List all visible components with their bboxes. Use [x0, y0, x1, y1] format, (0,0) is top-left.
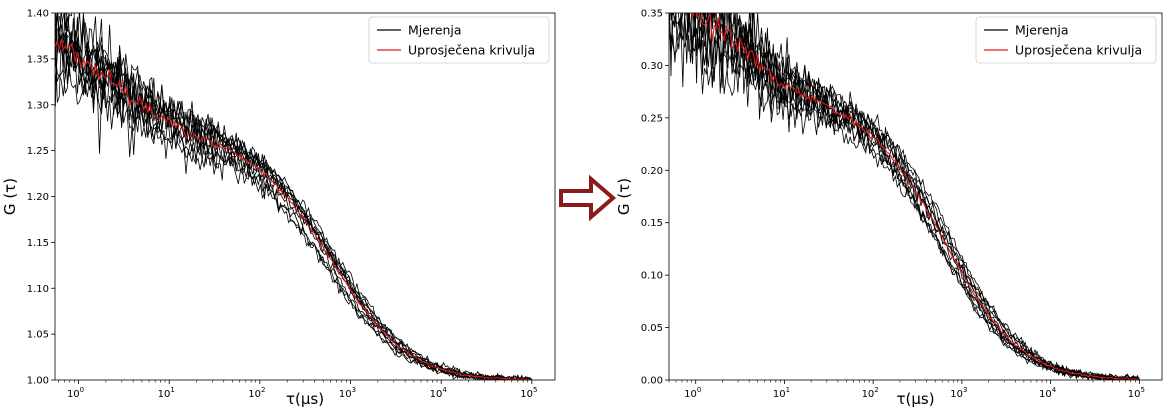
y-tick-label: 0.25 [641, 113, 663, 124]
x-tick-label: 102 [862, 386, 879, 400]
x-tick-label: 101 [158, 386, 175, 400]
y-axis-label: G (τ) [1, 178, 19, 215]
y-tick-label: 1.20 [27, 192, 49, 203]
average-curve [55, 39, 533, 380]
measurement-curve [55, 38, 532, 380]
legend-label: Mjerenja [408, 23, 462, 38]
legend: Mjerenja Uprosječena krivulja [975, 16, 1157, 64]
x-tick-label: 103 [339, 386, 356, 400]
average-curve [691, 13, 1140, 380]
x-tick-label: 103 [950, 386, 967, 400]
measurement-curve [55, 17, 532, 380]
y-tick-label: 0.15 [641, 218, 663, 229]
y-tick-label: 0.00 [641, 376, 663, 387]
legend-box [368, 16, 550, 64]
measurement-curve [670, 13, 1140, 380]
x-tick-label: 100 [67, 386, 84, 400]
measurement-curve [699, 13, 1140, 380]
y-tick-label: 1.05 [27, 330, 49, 341]
y-tick-label: 0.10 [641, 271, 663, 282]
x-tick-label: 102 [248, 386, 265, 400]
legend-label: Uprosječena krivulja [1015, 43, 1142, 58]
y-tick-label: 1.10 [27, 284, 49, 295]
y-tick-label: 1.35 [27, 54, 49, 65]
legend: Mjerenja Uprosječena krivulja [368, 16, 550, 64]
chart-panel-2: 0.00 0.05 0.10 0.15 0.20 0.25 0.30 0.35 100 101 10… [615, 9, 1163, 408]
legend-label: Mjerenja [1015, 23, 1069, 38]
y-tick-label: 1.30 [27, 100, 49, 111]
y-tick-label: 1.00 [27, 376, 49, 387]
arrow-icon [559, 174, 617, 222]
x-tick-label: 104 [1039, 386, 1057, 400]
x-tick-label: 105 [1128, 386, 1145, 400]
x-axis-label: τ(μs) [896, 390, 934, 408]
transformation-arrow [559, 174, 617, 222]
y-tick-label: 0.30 [641, 61, 663, 72]
legend-box [975, 16, 1157, 64]
y-tick-label: 1.25 [27, 146, 49, 157]
measurement-curves [669, 13, 1140, 380]
x-tick-label: 100 [684, 386, 701, 400]
measurement-curve [55, 13, 533, 380]
y-tick-label: 0.20 [641, 166, 663, 177]
x-tick-label: 104 [430, 386, 448, 400]
y-axis-label: G (τ) [615, 178, 633, 215]
measurement-curve [55, 30, 532, 380]
x-tick-label: 105 [520, 386, 537, 400]
y-tick-label: 0.35 [641, 9, 663, 20]
plot-frame [54, 12, 556, 381]
legend-label: Uprosječena krivulja [408, 43, 535, 58]
y-tick-label: 1.15 [27, 238, 49, 249]
y-tick-label: 0.05 [641, 323, 663, 334]
measurement-curve [669, 13, 1139, 380]
y-tick-label: 1.40 [27, 9, 49, 20]
measurement-curve [55, 32, 533, 380]
chart-panel-1: 1.00 1.05 1.10 1.15 1.20 1.25 1.30 1.35 1.40 100 1… [1, 9, 556, 408]
x-tick-label: 101 [773, 386, 790, 400]
x-axis-label: τ(μs) [286, 390, 324, 408]
measurement-curve [55, 13, 532, 380]
